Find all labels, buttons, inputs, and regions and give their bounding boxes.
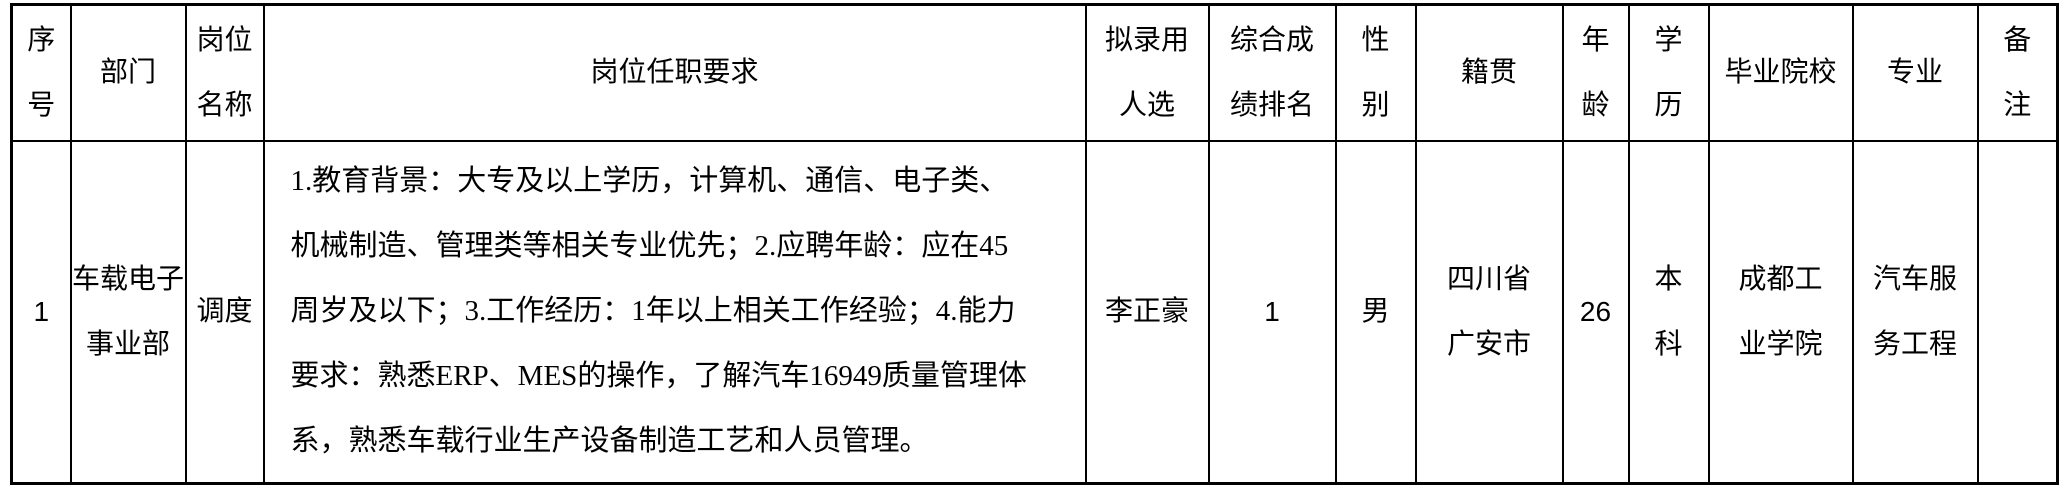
cell-candidate: 李正豪 <box>1084 139 1210 485</box>
header-serial-line1: 序 <box>27 24 56 56</box>
cell-rank: 1 <box>1207 139 1337 485</box>
cell-education-line2: 科 <box>1654 328 1683 360</box>
header-requirements-line1: 岗位任职要求 <box>590 57 759 89</box>
header-education: 学 历 <box>1627 3 1710 142</box>
cell-remark <box>1976 139 2059 485</box>
header-row: 序 号 部门 岗位 名称 岗位任职要求 拟录用 人选 综合成 绩排名 性 <box>10 3 2059 142</box>
cell-major-line2: 务工程 <box>1872 328 1957 360</box>
cell-requirements: 1.教育背景：大专及以上学历，计算机、通信、电子类、 机械制造、管理类等相关专业… <box>262 139 1087 485</box>
header-candidate-line2: 人选 <box>1118 89 1175 121</box>
header-position-line2: 名称 <box>196 89 253 121</box>
header-rank-line2: 绩排名 <box>1229 89 1314 121</box>
cell-major-line1: 汽车服 <box>1872 263 1957 295</box>
header-department-line1: 部门 <box>99 57 156 89</box>
header-major: 专业 <box>1851 3 1979 142</box>
header-education-line1: 学 <box>1654 24 1683 56</box>
header-school: 毕业院校 <box>1707 3 1854 142</box>
cell-department: 车载电子 事业部 <box>69 139 187 485</box>
document-sheet: 序 号 部门 岗位 名称 岗位任职要求 拟录用 人选 综合成 绩排名 性 <box>10 3 2059 485</box>
header-age-line1: 年 <box>1581 24 1610 56</box>
header-position-line1: 岗位 <box>196 24 253 56</box>
header-position: 岗位 名称 <box>184 3 265 142</box>
cell-education: 本 科 <box>1627 139 1710 485</box>
header-remark-line2: 注 <box>2003 89 2032 121</box>
header-candidate-line1: 拟录用 <box>1104 24 1189 56</box>
header-major-line1: 专业 <box>1886 57 1943 89</box>
header-native-place-line1: 籍贯 <box>1460 57 1517 89</box>
requirements-line4: 要求：熟悉ERP、MES的操作，了解汽车16949质量管理体 <box>290 360 1027 393</box>
header-native-place: 籍贯 <box>1414 3 1564 142</box>
cell-age: 26 <box>1561 139 1630 485</box>
header-rank: 综合成 绩排名 <box>1207 3 1337 142</box>
header-gender-line2: 别 <box>1361 89 1390 121</box>
header-school-line1: 毕业院校 <box>1724 57 1837 89</box>
cell-native-place-line1: 四川省 <box>1446 263 1531 295</box>
cell-school-line1: 成都工 <box>1738 263 1823 295</box>
cell-school-line2: 业学院 <box>1738 328 1823 360</box>
cell-major: 汽车服 务工程 <box>1851 139 1979 485</box>
requirements-line1: 1.教育背景：大专及以上学历，计算机、通信、电子类、 <box>290 165 1009 198</box>
header-serial-line2: 号 <box>27 89 56 121</box>
header-serial: 序 号 <box>10 3 72 142</box>
cell-serial: 1 <box>10 139 72 485</box>
header-gender-line1: 性 <box>1361 24 1390 56</box>
requirements-line2: 机械制造、管理类等相关专业优先；2.应聘年龄：应在45 <box>290 230 1009 263</box>
cell-gender: 男 <box>1334 139 1417 485</box>
cell-department-line2: 事业部 <box>85 328 170 360</box>
header-candidate: 拟录用 人选 <box>1084 3 1210 142</box>
requirements-line5: 系，熟悉车载行业生产设备制造工艺和人员管理。 <box>290 425 929 458</box>
header-gender: 性 别 <box>1334 3 1417 142</box>
header-rank-line1: 综合成 <box>1229 24 1314 56</box>
header-education-line2: 历 <box>1654 89 1683 121</box>
cell-native-place-line2: 广安市 <box>1446 328 1531 360</box>
cell-education-line1: 本 <box>1654 263 1683 295</box>
header-requirements: 岗位任职要求 <box>262 3 1087 142</box>
cell-department-line1: 车载电子 <box>71 263 184 295</box>
cell-school: 成都工 业学院 <box>1707 139 1854 485</box>
header-age-line2: 龄 <box>1581 89 1610 121</box>
header-remark: 备 注 <box>1976 3 2059 142</box>
recruitment-table: 序 号 部门 岗位 名称 岗位任职要求 拟录用 人选 综合成 绩排名 性 <box>10 3 2059 485</box>
cell-native-place: 四川省 广安市 <box>1414 139 1564 485</box>
header-age: 年 龄 <box>1561 3 1630 142</box>
header-remark-line1: 备 <box>2003 24 2032 56</box>
data-row: 1 车载电子 事业部 调度 1.教育背景：大专及以上学历，计算机、通信、电子类、… <box>10 139 2059 485</box>
requirements-line3: 周岁及以下；3.工作经历：1年以上相关工作经验；4.能力 <box>290 295 1016 328</box>
cell-position: 调度 <box>184 139 265 485</box>
header-department: 部门 <box>69 3 187 142</box>
